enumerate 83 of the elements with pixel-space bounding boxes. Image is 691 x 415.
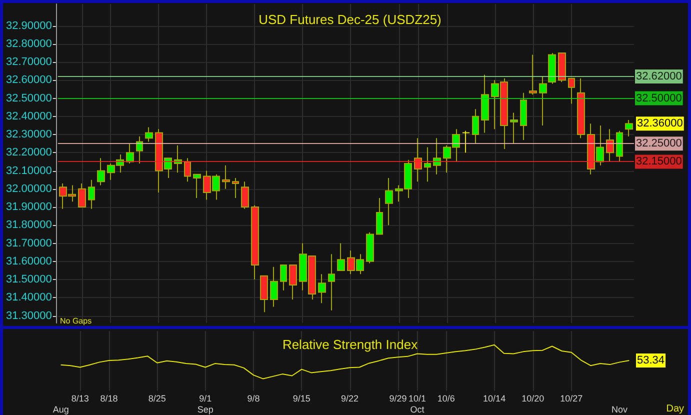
- y-tick-label: 32.90000: [6, 20, 52, 32]
- candlestick: [568, 78, 575, 104]
- x-tick-label: 10/27: [560, 394, 583, 404]
- x-tick-label: 9/29: [389, 394, 407, 404]
- y-tick-label: 32.50000: [6, 92, 52, 104]
- category-label: Nov: [612, 404, 628, 414]
- candlestick: [385, 178, 393, 226]
- x-tick-label: 10/20: [522, 394, 544, 404]
- y-tick-label: 32.70000: [6, 56, 52, 68]
- y-tick-label: 32.10000: [6, 164, 52, 177]
- y-tick-label: 31.90000: [6, 201, 52, 213]
- y-tick-label: 32.40000: [6, 110, 52, 122]
- candlestick: [548, 52, 556, 84]
- candlestick: [136, 136, 143, 164]
- candlestick: [78, 182, 86, 208]
- candlestick: [376, 197, 383, 235]
- candlestick: [539, 76, 547, 126]
- candlestick: [558, 52, 566, 82]
- candlestick: [472, 108, 479, 144]
- category-label: Oct: [410, 404, 425, 414]
- candlestick: [616, 130, 623, 162]
- candlestick: [481, 74, 489, 134]
- candlestick: [366, 232, 374, 264]
- x-tick-label: 8/25: [148, 394, 166, 404]
- x-tick-label: 9/15: [292, 394, 310, 404]
- ref-line-label: 32.50000: [636, 92, 682, 104]
- x-tick-label: 9/22: [341, 394, 359, 404]
- candlestick: [126, 143, 134, 164]
- candlestick: [433, 138, 441, 175]
- y-tick-label: 31.50000: [6, 274, 52, 286]
- candlestick: [577, 78, 585, 139]
- y-tick-label: 31.40000: [6, 292, 52, 304]
- y-tick-label: 32.80000: [6, 38, 52, 50]
- candlestick: [606, 128, 614, 162]
- candlestick: [529, 54, 537, 96]
- candlestick: [280, 264, 287, 291]
- x-tick-label: 9/8: [247, 394, 260, 404]
- candlestick: [414, 138, 422, 182]
- category-label: Aug: [52, 404, 69, 414]
- text: 53.34: [637, 354, 665, 366]
- candlestick: [318, 274, 326, 304]
- x-tick-label: 9/1: [199, 394, 212, 404]
- text: 32.36000: [637, 118, 683, 130]
- y-tick-label: 32.30000: [6, 128, 52, 140]
- y-tick-label: 31.60000: [6, 255, 52, 268]
- ref-line-label: 32.25000: [636, 138, 682, 150]
- candlestick: [88, 179, 95, 210]
- x-tick-label: 8/18: [100, 394, 118, 404]
- ref-line-label: 32.62000: [636, 70, 682, 82]
- candlestick: [145, 126, 153, 142]
- candlestick: [424, 146, 431, 182]
- candlestick: [625, 120, 633, 137]
- candlestick: [510, 112, 518, 144]
- candlestick: [270, 266, 278, 308]
- candlestick: [520, 92, 527, 140]
- text: USD Futures Dec-25 (USDZ25): [258, 12, 442, 27]
- candlestick: [97, 158, 105, 186]
- candlestick: [328, 254, 335, 311]
- y-tick-label: 31.70000: [6, 237, 52, 250]
- y-tick-label: 32.60000: [6, 74, 52, 86]
- candlestick: [289, 264, 297, 300]
- candlestick: [462, 130, 470, 154]
- x-tick-label: 10/6: [437, 394, 455, 404]
- candlestick: [184, 158, 191, 182]
- y-tick-label: 31.30000: [6, 310, 52, 322]
- y-tick-label: 31.80000: [6, 219, 52, 232]
- x-tick-label: 10/14: [483, 394, 506, 404]
- candlestick: [260, 275, 268, 313]
- x-tick-label: 8/13: [71, 394, 89, 404]
- y-tick-label: 32.00000: [6, 182, 52, 195]
- y-tick-label: 32.20000: [6, 146, 52, 159]
- candlestick: [251, 204, 259, 280]
- category-label: Sep: [197, 404, 214, 414]
- text: Day: [666, 404, 684, 414]
- x-tick-label: 10/1: [408, 394, 426, 404]
- candlestick: [193, 174, 201, 198]
- annotation: No Gaps: [60, 316, 92, 326]
- ref-line-label: 32.15000: [636, 156, 682, 168]
- candlestick: [222, 164, 230, 190]
- candlestick: [232, 178, 239, 198]
- candlestick: [241, 181, 249, 210]
- chart-title: Relative Strength Index: [282, 337, 418, 352]
- candlestick: [337, 242, 345, 271]
